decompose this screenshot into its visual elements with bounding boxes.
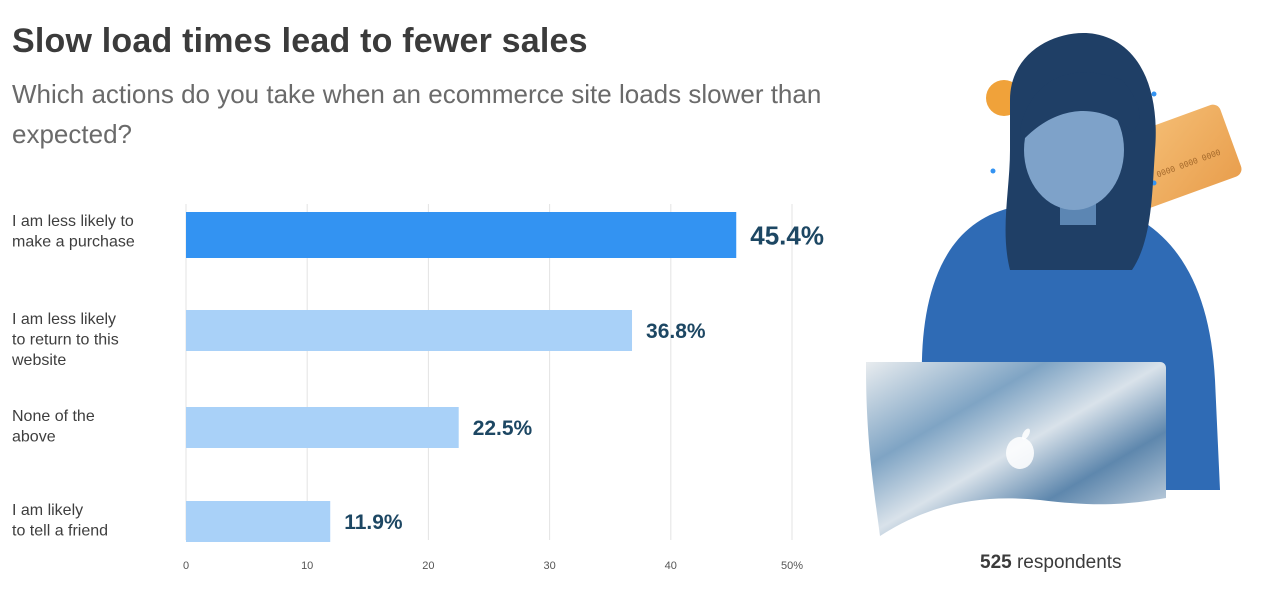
bar	[186, 501, 331, 542]
x-tick-label: 0	[183, 560, 189, 572]
x-tick-label: 50%	[781, 560, 803, 572]
bar	[186, 407, 459, 448]
x-tick-label: 30	[543, 560, 555, 572]
respondents-label: respondents	[1016, 552, 1122, 573]
respondents-number: 525	[980, 552, 1012, 573]
x-tick-label: 20	[422, 560, 434, 572]
respondents-count: 525 respondents	[980, 552, 1122, 574]
category-label: I am less likely to return to this website	[11, 311, 119, 369]
value-label: 45.4%	[750, 220, 824, 250]
category-label: None of the above	[12, 408, 95, 446]
category-label: I am less likely to make a purchase	[12, 213, 135, 251]
chart-title: Slow load times lead to fewer sales	[12, 22, 588, 60]
x-tick-label: 10	[301, 560, 313, 572]
value-label: 36.8%	[646, 320, 706, 343]
woman-with-laptop-and-credit-card-icon: 0000 0000 0000	[866, 33, 1242, 536]
value-label: 22.5%	[473, 417, 533, 440]
value-label: 11.9%	[344, 511, 403, 534]
chart-subtitle: Which actions do you take when an ecomme…	[12, 79, 822, 149]
category-label: I am likely to tell a friend	[12, 502, 108, 540]
bar-chart: 0 10 20 30 40 50% 45.4% I am less likely to make…	[11, 204, 824, 572]
x-tick-label: 40	[665, 560, 677, 572]
apple-logo-icon	[1006, 428, 1034, 469]
bar	[186, 212, 737, 258]
bar	[186, 310, 633, 351]
